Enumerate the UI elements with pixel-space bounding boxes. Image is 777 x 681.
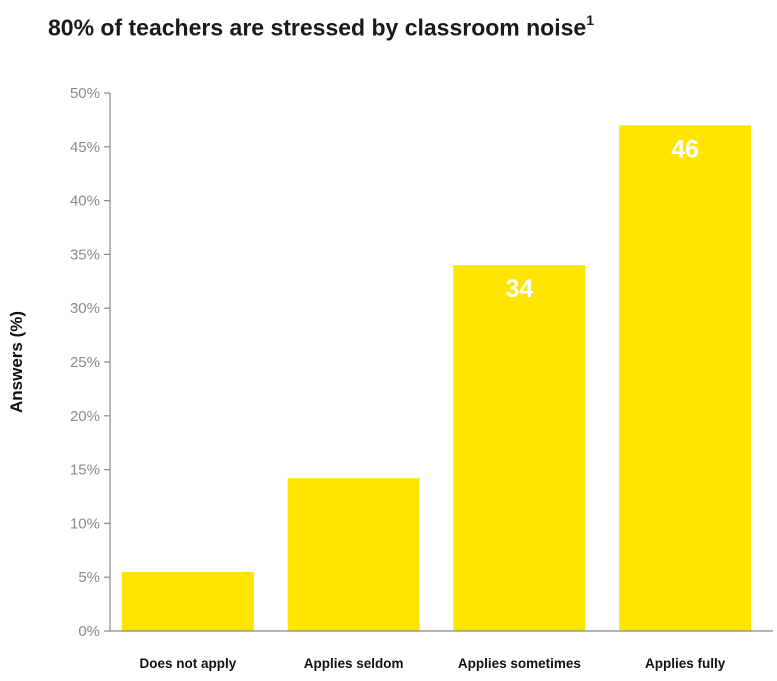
bar-data-label: 34 (505, 275, 533, 303)
y-tick-label: 15% (70, 462, 100, 479)
data-labels: 34 46 (505, 135, 699, 303)
x-tick-label: Applies sometimes (458, 656, 581, 671)
bar (121, 571, 254, 631)
bars (121, 125, 752, 631)
y-axis-label: Answers (%) (7, 311, 26, 413)
y-tick-label: 50% (70, 85, 100, 102)
y-tick-label: 45% (70, 139, 100, 156)
y-tick-label: 5% (78, 569, 100, 586)
x-tick-label: Applies fully (645, 656, 726, 671)
bar (453, 265, 586, 631)
y-tick-label: 30% (70, 300, 100, 317)
y-tick-label: 0% (78, 623, 100, 640)
x-tick-label: Applies seldom (304, 656, 404, 671)
bar (287, 478, 420, 631)
x-axis-tick-labels: Does not apply Applies seldom Applies some… (139, 656, 725, 671)
bar-data-label: 46 (671, 135, 699, 163)
bar (619, 125, 752, 631)
y-tick-label: 35% (70, 246, 100, 263)
y-tick-label: 40% (70, 193, 100, 210)
y-tick-label: 10% (70, 515, 100, 532)
y-axis-ticks: 0% 5% 10% 15% 20% 25% 30% 35% 40% 45% 50% (70, 85, 110, 640)
chart-title: 80% of teachers are stressed by classroo… (48, 12, 595, 42)
y-tick-label: 25% (70, 354, 100, 371)
title-footnote-marker: 1 (586, 12, 595, 28)
chart-title-text: 80% of teachers are stressed by classroo… (48, 14, 587, 41)
x-tick-label: Does not apply (139, 656, 236, 671)
y-tick-label: 20% (70, 408, 100, 425)
